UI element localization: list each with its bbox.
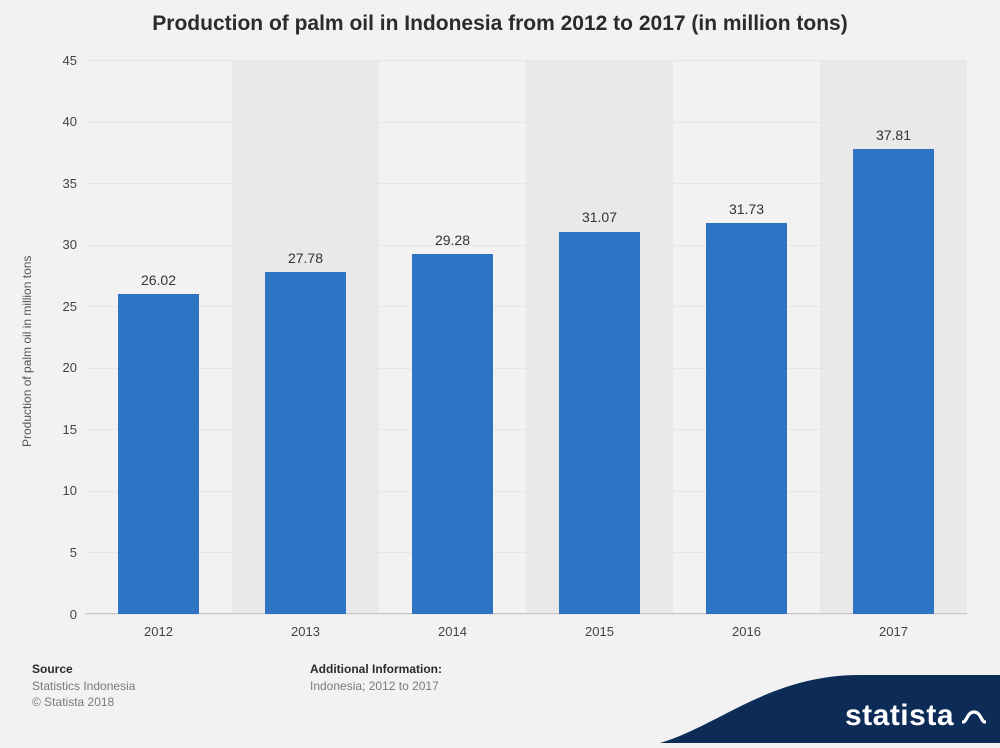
gridline [85, 183, 967, 184]
x-tick-label: 2014 [379, 624, 526, 639]
x-tick-label: 2017 [820, 624, 967, 639]
y-tick-label: 10 [27, 483, 77, 498]
additional-info-text: Indonesia; 2012 to 2017 [310, 679, 439, 693]
bar-value-label: 37.81 [820, 127, 967, 143]
bar-value-label: 31.07 [526, 209, 673, 225]
gridline [85, 491, 967, 492]
x-tick-label: 2013 [232, 624, 379, 639]
bar-value-label: 31.73 [673, 201, 820, 217]
logo-wave-icon [962, 705, 986, 729]
x-tick-label: 2016 [673, 624, 820, 639]
x-tick-label: 2012 [85, 624, 232, 639]
source-header: Source [32, 662, 73, 676]
additional-info-header: Additional Information: [310, 662, 442, 676]
bar-value-label: 29.28 [379, 232, 526, 248]
y-tick-label: 15 [27, 422, 77, 437]
logo-text: statista [845, 699, 954, 733]
y-tick-label: 40 [27, 114, 77, 129]
gridline [85, 429, 967, 430]
copyright-text: © Statista 2018 [32, 695, 114, 709]
bar [853, 149, 934, 614]
bar [559, 232, 640, 615]
y-tick-label: 35 [27, 176, 77, 191]
bar [265, 272, 346, 614]
source-text: Statistics Indonesia [32, 679, 135, 693]
gridline [85, 60, 967, 61]
statista-logo: statista [660, 675, 1000, 743]
gridline [85, 614, 967, 615]
y-axis-label: Production of palm oil in million tons [20, 256, 34, 447]
x-tick-label: 2015 [526, 624, 673, 639]
x-axis-line [85, 613, 967, 614]
bar [118, 294, 199, 614]
bar [412, 254, 493, 614]
gridline [85, 552, 967, 553]
y-tick-label: 45 [27, 53, 77, 68]
chart-title: Production of palm oil in Indonesia from… [0, 12, 1000, 36]
bar [706, 223, 787, 614]
bar-value-label: 26.02 [85, 272, 232, 288]
gridline [85, 245, 967, 246]
plot-area [85, 60, 967, 614]
y-tick-label: 30 [27, 237, 77, 252]
y-tick-label: 20 [27, 360, 77, 375]
y-tick-label: 5 [27, 545, 77, 560]
gridline [85, 122, 967, 123]
gridline [85, 306, 967, 307]
bar-value-label: 27.78 [232, 250, 379, 266]
y-tick-label: 25 [27, 299, 77, 314]
y-tick-label: 0 [27, 607, 77, 622]
gridline [85, 368, 967, 369]
